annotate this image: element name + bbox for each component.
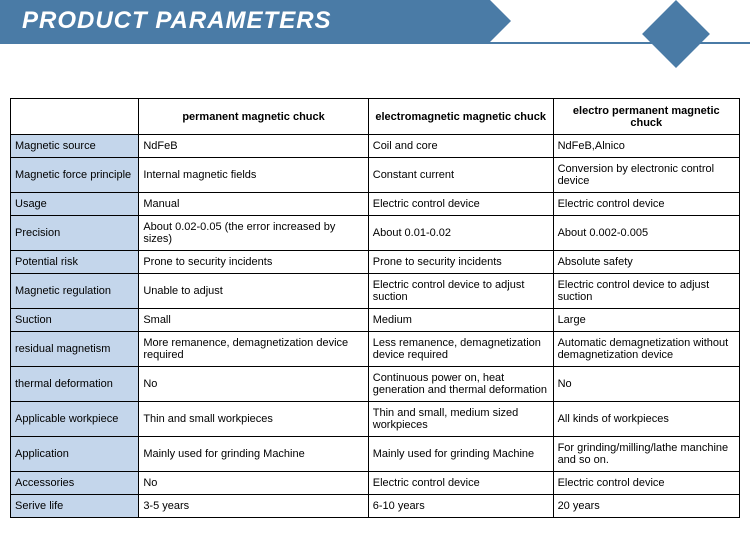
table-row: Magnetic sourceNdFeBCoil and coreNdFeB,A… [11,135,740,158]
table-row: Serive life3-5 years6-10 years20 years [11,495,740,518]
table-cell: NdFeB [139,135,368,158]
table-cell: About 0.01-0.02 [368,216,553,251]
table-row: ApplicationMainly used for grinding Mach… [11,437,740,472]
table-cell: Thin and small, medium sized workpieces [368,402,553,437]
table-cell: Mainly used for grinding Machine [139,437,368,472]
table-cell: Electric control device [368,193,553,216]
table-cell: About 0.02-0.05 (the error increased by … [139,216,368,251]
table-cell: For grinding/milling/lathe manchine and … [553,437,739,472]
table-cell: Electric control device [553,193,739,216]
row-label: Applicable workpiece [11,402,139,437]
row-label: Usage [11,193,139,216]
table-cell: Coil and core [368,135,553,158]
table-row: residual magnetismMore remanence, demagn… [11,332,740,367]
table-header-row: permanent magnetic chuck electromagnetic… [11,99,740,135]
table-cell: Manual [139,193,368,216]
table-cell: 20 years [553,495,739,518]
table-cell: Absolute safety [553,251,739,274]
table-row: Applicable workpieceThin and small workp… [11,402,740,437]
table-cell: Electric control device to adjust suctio… [553,274,739,309]
table-cell: Electric control device to adjust suctio… [368,274,553,309]
table-row: Magnetic regulationUnable to adjustElect… [11,274,740,309]
table-cell: Constant current [368,158,553,193]
table-cell: Prone to security incidents [368,251,553,274]
table-corner-cell [11,99,139,135]
table-cell: Prone to security incidents [139,251,368,274]
table-cell: Electric control device [368,472,553,495]
row-label: Magnetic force principle [11,158,139,193]
row-label: Magnetic source [11,135,139,158]
table-cell: About 0.002-0.005 [553,216,739,251]
column-header: electro permanent magnetic chuck [553,99,739,135]
table-row: PrecisionAbout 0.02-0.05 (the error incr… [11,216,740,251]
parameters-table: permanent magnetic chuck electromagnetic… [10,98,740,518]
table-cell: Unable to adjust [139,274,368,309]
table-row: Potential riskProne to security incident… [11,251,740,274]
table-cell: Mainly used for grinding Machine [368,437,553,472]
table-cell: All kinds of workpieces [553,402,739,437]
header: PRODUCT PARAMETERS [0,0,750,70]
table-cell: Medium [368,309,553,332]
table-cell: No [553,367,739,402]
header-underline [0,42,750,44]
row-label: Magnetic regulation [11,274,139,309]
row-label: Suction [11,309,139,332]
table-cell: Conversion by electronic control device [553,158,739,193]
table-cell: Continuous power on, heat generation and… [368,367,553,402]
table-body: Magnetic sourceNdFeBCoil and coreNdFeB,A… [11,135,740,518]
row-label: Accessories [11,472,139,495]
table-cell: No [139,472,368,495]
row-label: Serive life [11,495,139,518]
table-cell: Less remanence, demagnetization device r… [368,332,553,367]
row-label: Potential risk [11,251,139,274]
table-cell: 3-5 years [139,495,368,518]
row-label: Application [11,437,139,472]
table-cell: 6-10 years [368,495,553,518]
header-bar: PRODUCT PARAMETERS [0,0,490,42]
table-cell: NdFeB,Alnico [553,135,739,158]
diamond-icon [642,0,710,68]
table-row: Magnetic force principleInternal magneti… [11,158,740,193]
table-row: AccessoriesNoElectric control deviceElec… [11,472,740,495]
table-cell: Small [139,309,368,332]
table-cell: Thin and small workpieces [139,402,368,437]
table-cell: No [139,367,368,402]
row-label: Precision [11,216,139,251]
table-cell: Large [553,309,739,332]
column-header: permanent magnetic chuck [139,99,368,135]
table-cell: Electric control device [553,472,739,495]
table-cell: Internal magnetic fields [139,158,368,193]
table-cell: More remanence, demagnetization device r… [139,332,368,367]
column-header: electromagnetic magnetic chuck [368,99,553,135]
table-row: UsageManualElectric control deviceElectr… [11,193,740,216]
row-label: thermal deformation [11,367,139,402]
table-row: thermal deformationNoContinuous power on… [11,367,740,402]
page-title: PRODUCT PARAMETERS [22,7,332,35]
table-cell: Automatic demagnetization without demagn… [553,332,739,367]
table-row: SuctionSmallMediumLarge [11,309,740,332]
row-label: residual magnetism [11,332,139,367]
